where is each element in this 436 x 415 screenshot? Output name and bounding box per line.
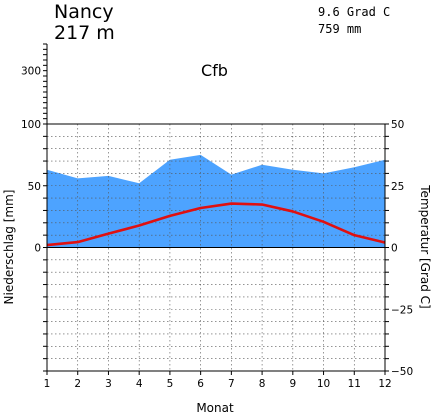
x-axis-tick-label: 2 <box>74 378 81 390</box>
x-axis-tick-label: 3 <box>105 378 112 390</box>
x-axis-tick-label: 10 <box>317 378 330 390</box>
x-axis-tick-label: 5 <box>167 378 174 390</box>
left-axis-title: Niederschlag [mm] <box>2 190 16 305</box>
right-axis-tick-label: 50 <box>391 119 404 131</box>
station-name: Nancy <box>54 1 114 23</box>
left-axis-tick-label: 0 <box>34 243 41 255</box>
right-axis-tick-label: 0 <box>391 243 398 255</box>
x-axis-tick-label: 8 <box>259 378 266 390</box>
upper-axis-tick-label: 300 <box>21 66 41 78</box>
x-axis-tick-label: 9 <box>289 378 296 390</box>
right-axis-title: Temperatur [Grad C] <box>418 184 432 308</box>
upper-precipitation-axis: 300 <box>21 43 48 125</box>
left-axis-tick-label: 100 <box>21 119 41 131</box>
x-axis-tick-label: 1 <box>44 378 51 390</box>
x-axis-tick-label: 7 <box>228 378 235 390</box>
left-axis-ticks: 0 50 100 <box>21 119 47 372</box>
left-axis-tick-label: 50 <box>28 181 41 193</box>
x-axis-tick-label: 6 <box>197 378 204 390</box>
right-axis-tick-label: −50 <box>391 366 413 378</box>
x-axis-tick-label: 12 <box>378 378 391 390</box>
climate-class: Cfb <box>201 61 228 80</box>
x-axis-tick-label: 4 <box>136 378 143 390</box>
right-axis-tick-label: 25 <box>391 181 404 193</box>
precipitation-area <box>47 154 385 248</box>
annual-precipitation: 759 mm <box>318 22 361 36</box>
right-axis-tick-label: −25 <box>391 304 413 316</box>
right-axis-ticks: −50 −25 0 25 50 <box>385 119 413 378</box>
x-axis-tick-label: 11 <box>348 378 361 390</box>
mean-temperature: 9.6 Grad C <box>318 5 390 19</box>
x-axis-title: Monat <box>196 401 234 415</box>
temperature-line <box>46 202 386 247</box>
x-axis-ticks: 1 2 3 4 5 6 7 8 9 10 11 12 <box>44 371 392 390</box>
station-elevation: 217 m <box>54 22 115 44</box>
